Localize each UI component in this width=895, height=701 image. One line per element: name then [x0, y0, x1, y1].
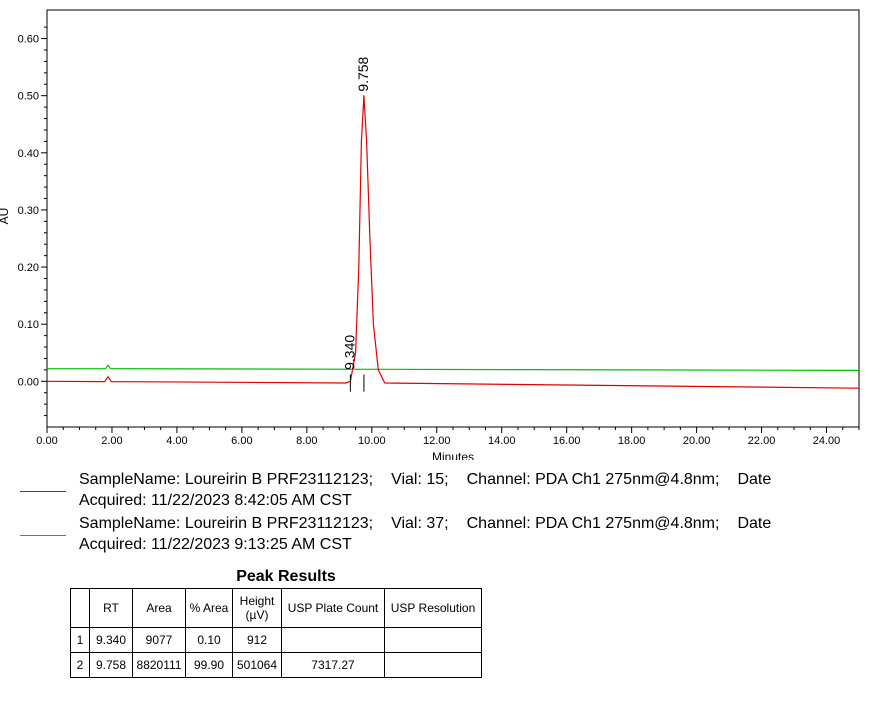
legend-acquired: Acquired: 11/22/2023 9:13:25 AM CST — [79, 536, 352, 553]
cell-percent-area: 0.10 — [185, 627, 233, 653]
peak-results-table: RT Area % Area Height (µV) USP Plate Cou… — [70, 588, 482, 678]
x-tick-label: 4.00 — [166, 435, 187, 447]
peak-label: 9.340 — [341, 335, 357, 370]
cell-rt: 9.758 — [89, 652, 133, 678]
header-percent-area: % Area — [185, 588, 233, 628]
legend-sample: SampleName: Loureirin B PRF23112123; — [79, 515, 374, 532]
cell-rt: 9.340 — [89, 627, 133, 653]
cell-percent-area: 99.90 — [185, 652, 233, 678]
header-height: Height (µV) — [232, 588, 282, 628]
cell-height: 501064 — [232, 652, 282, 678]
legend-text: SampleName: Loureirin B PRF23112123; Vial… — [79, 469, 849, 511]
x-tick-label: 16.00 — [553, 435, 581, 447]
legend-acquired: Acquired: 11/22/2023 8:42:05 AM CST — [79, 492, 352, 509]
table-header-row: RT Area % Area Height (µV) USP Plate Cou… — [70, 588, 482, 628]
legend-sample: SampleName: Loureirin B PRF23112123; — [79, 471, 374, 488]
plot-area — [46, 9, 860, 428]
y-tick-label: 0.60 — [18, 34, 39, 46]
header-rt: RT — [89, 588, 133, 628]
y-tick-label: 0.10 — [18, 319, 39, 331]
series-line — [46, 95, 860, 389]
header-area: Area — [132, 588, 186, 628]
cell-index: 2 — [70, 652, 90, 678]
cell-height: 912 — [232, 627, 282, 653]
x-tick-label: 18.00 — [618, 435, 646, 447]
legend: SampleName: Loureirin B PRF23112123; Vial… — [0, 465, 880, 553]
peak-results-title: Peak Results — [236, 568, 336, 585]
legend-channel: Channel: PDA Ch1 275nm@4.8nm; — [466, 471, 720, 488]
x-axis-label: Minutes — [432, 450, 474, 460]
legend-vial: Vial: 15; — [391, 471, 449, 488]
x-tick-label: 8.00 — [296, 435, 317, 447]
x-tick-label: 0.00 — [36, 435, 57, 447]
cell-index: 1 — [70, 627, 90, 653]
header-resolution: USP Resolution — [384, 588, 482, 628]
x-tick-label: 2.00 — [101, 435, 122, 447]
legend-channel: Channel: PDA Ch1 275nm@4.8nm; — [466, 515, 720, 532]
legend-swatch-green — [20, 535, 66, 536]
table-row: 1 9.340 9077 0.10 912 — [70, 627, 482, 653]
cell-area: 9077 — [132, 627, 186, 653]
cell-resolution — [384, 652, 482, 678]
series-line — [47, 364, 860, 371]
legend-text: SampleName: Loureirin B PRF23112123; Vial… — [79, 513, 849, 555]
x-tick-label: 22.00 — [748, 435, 776, 447]
x-tick-label: 10.00 — [358, 435, 386, 447]
y-tick-label: 0.00 — [18, 376, 39, 388]
y-tick-label: 0.50 — [18, 91, 39, 103]
header-index — [70, 588, 90, 628]
legend-entry: SampleName: Loureirin B PRF23112123; Vial… — [0, 509, 880, 553]
x-tick-label: 14.00 — [488, 435, 516, 447]
y-tick-label: 0.30 — [18, 205, 39, 217]
x-tick-label: 20.00 — [683, 435, 711, 447]
legend-swatch-red — [20, 491, 66, 492]
table-row: 2 9.758 8820111 99.90 501064 7317.27 — [70, 652, 482, 678]
x-tick-label: 24.00 — [813, 435, 841, 447]
x-tick-label: 12.00 — [423, 435, 451, 447]
legend-vial: Vial: 37; — [391, 515, 449, 532]
cell-resolution — [384, 627, 482, 653]
chromatogram-chart: 0.00 0.10 0.20 0.30 0.40 0.50 0.60 0.00 2.00 4.0… — [0, 9, 860, 460]
header-plate-count: USP Plate Count — [281, 588, 385, 628]
legend-date-label: Date — [737, 515, 772, 532]
legend-date-label: Date — [737, 471, 772, 488]
cell-area: 8820111 — [132, 652, 186, 678]
y-axis-label: AU — [0, 208, 11, 225]
peak-label: 9.758 — [355, 56, 371, 91]
cell-plate-count: 7317.27 — [281, 652, 385, 678]
y-tick-label: 0.20 — [18, 262, 39, 274]
y-tick-label: 0.40 — [18, 148, 39, 160]
legend-entry: SampleName: Loureirin B PRF23112123; Vial… — [0, 465, 880, 509]
x-tick-label: 6.00 — [231, 435, 252, 447]
cell-plate-count — [281, 627, 385, 653]
